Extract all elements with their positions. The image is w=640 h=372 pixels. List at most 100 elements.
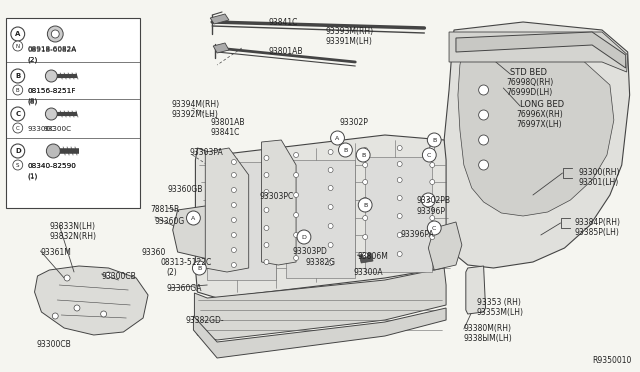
Circle shape: [363, 163, 367, 167]
Circle shape: [430, 234, 435, 240]
Circle shape: [232, 247, 236, 253]
Circle shape: [74, 305, 80, 311]
Circle shape: [479, 160, 488, 170]
Polygon shape: [449, 32, 628, 72]
Circle shape: [328, 186, 333, 190]
Text: D: D: [15, 148, 20, 154]
Polygon shape: [359, 253, 373, 263]
Text: 08918-6082A: 08918-6082A: [28, 46, 77, 52]
Circle shape: [186, 211, 200, 225]
Circle shape: [264, 243, 269, 247]
Text: B: B: [197, 266, 202, 270]
Text: 93385P(LH): 93385P(LH): [574, 228, 620, 237]
Circle shape: [13, 41, 22, 51]
Text: D: D: [301, 234, 307, 240]
Text: C: C: [15, 111, 20, 117]
Text: (1): (1): [28, 172, 38, 179]
Circle shape: [397, 145, 402, 151]
Circle shape: [428, 221, 441, 235]
Circle shape: [11, 144, 25, 158]
Text: 93303PA: 93303PA: [189, 148, 223, 157]
Text: 93801AB: 93801AB: [268, 47, 303, 56]
Polygon shape: [458, 48, 614, 216]
Text: 08156-8251F: 08156-8251F: [28, 88, 76, 94]
Text: 93396PA: 93396PA: [401, 230, 435, 239]
Circle shape: [264, 208, 269, 212]
Circle shape: [328, 260, 333, 266]
Text: 93384P(RH): 93384P(RH): [574, 218, 620, 227]
Text: 93832N(RH): 93832N(RH): [49, 232, 97, 241]
Text: 78815R: 78815R: [150, 205, 179, 214]
Polygon shape: [205, 148, 249, 272]
Circle shape: [328, 167, 333, 173]
FancyBboxPatch shape: [6, 18, 140, 208]
Circle shape: [11, 69, 25, 83]
Text: (8): (8): [28, 97, 38, 103]
Polygon shape: [173, 205, 232, 260]
Circle shape: [47, 26, 63, 42]
Circle shape: [232, 202, 236, 208]
Text: 76998Q(RH): 76998Q(RH): [506, 78, 554, 87]
Polygon shape: [466, 266, 486, 314]
Text: STD BED: STD BED: [510, 68, 547, 77]
Circle shape: [294, 256, 298, 260]
Text: 93300C: 93300C: [44, 126, 72, 132]
Circle shape: [106, 272, 111, 278]
Text: 08156-8251F: 08156-8251F: [28, 88, 76, 94]
FancyBboxPatch shape: [286, 160, 355, 278]
Text: B: B: [343, 148, 348, 153]
Text: C: C: [426, 198, 431, 202]
Text: B: B: [432, 138, 436, 142]
Circle shape: [328, 243, 333, 247]
Text: 93382GD-: 93382GD-: [186, 316, 224, 325]
Text: 93380M(RH): 93380M(RH): [464, 324, 512, 333]
Circle shape: [294, 192, 298, 198]
Text: B: B: [15, 73, 20, 79]
Circle shape: [232, 263, 236, 267]
Circle shape: [13, 160, 22, 170]
Text: 93360GA: 93360GA: [167, 284, 202, 293]
Polygon shape: [195, 268, 446, 340]
Text: 93360G: 93360G: [155, 217, 185, 226]
Circle shape: [397, 177, 402, 183]
Polygon shape: [35, 266, 148, 335]
Text: 93360GB: 93360GB: [168, 185, 203, 194]
Text: A: A: [335, 135, 340, 141]
Circle shape: [356, 148, 370, 162]
Circle shape: [13, 85, 22, 95]
Text: 76996X(RH): 76996X(RH): [516, 110, 563, 119]
Circle shape: [193, 261, 206, 275]
Text: 93360: 93360: [141, 248, 166, 257]
Text: 93833N(LH): 93833N(LH): [49, 222, 95, 231]
Text: (1): (1): [28, 173, 38, 180]
Circle shape: [363, 148, 367, 153]
Text: (8): (8): [28, 98, 38, 105]
Text: S: S: [16, 163, 19, 167]
Text: 93300A: 93300A: [353, 268, 383, 277]
Circle shape: [328, 150, 333, 154]
Polygon shape: [442, 22, 630, 268]
Circle shape: [363, 180, 367, 185]
Text: 93801AB: 93801AB: [210, 118, 244, 127]
Text: N: N: [16, 44, 20, 48]
Circle shape: [430, 198, 435, 202]
Circle shape: [430, 180, 435, 185]
Text: (2): (2): [28, 56, 38, 62]
Circle shape: [422, 148, 436, 162]
Text: 93361M: 93361M: [40, 248, 71, 257]
Circle shape: [294, 232, 298, 237]
Circle shape: [64, 275, 70, 281]
Circle shape: [430, 163, 435, 167]
Circle shape: [328, 224, 333, 228]
Circle shape: [264, 225, 269, 231]
Text: 93841C: 93841C: [210, 128, 239, 137]
Text: 93300(RH): 93300(RH): [579, 168, 620, 177]
Text: B: B: [363, 202, 367, 208]
Circle shape: [232, 218, 236, 222]
Text: 93301(LH): 93301(LH): [579, 178, 619, 187]
Text: 93302PB: 93302PB: [417, 196, 451, 205]
Text: B: B: [361, 153, 365, 157]
Text: C: C: [427, 153, 431, 157]
Circle shape: [328, 205, 333, 209]
Text: 08313-5122C: 08313-5122C: [161, 258, 212, 267]
